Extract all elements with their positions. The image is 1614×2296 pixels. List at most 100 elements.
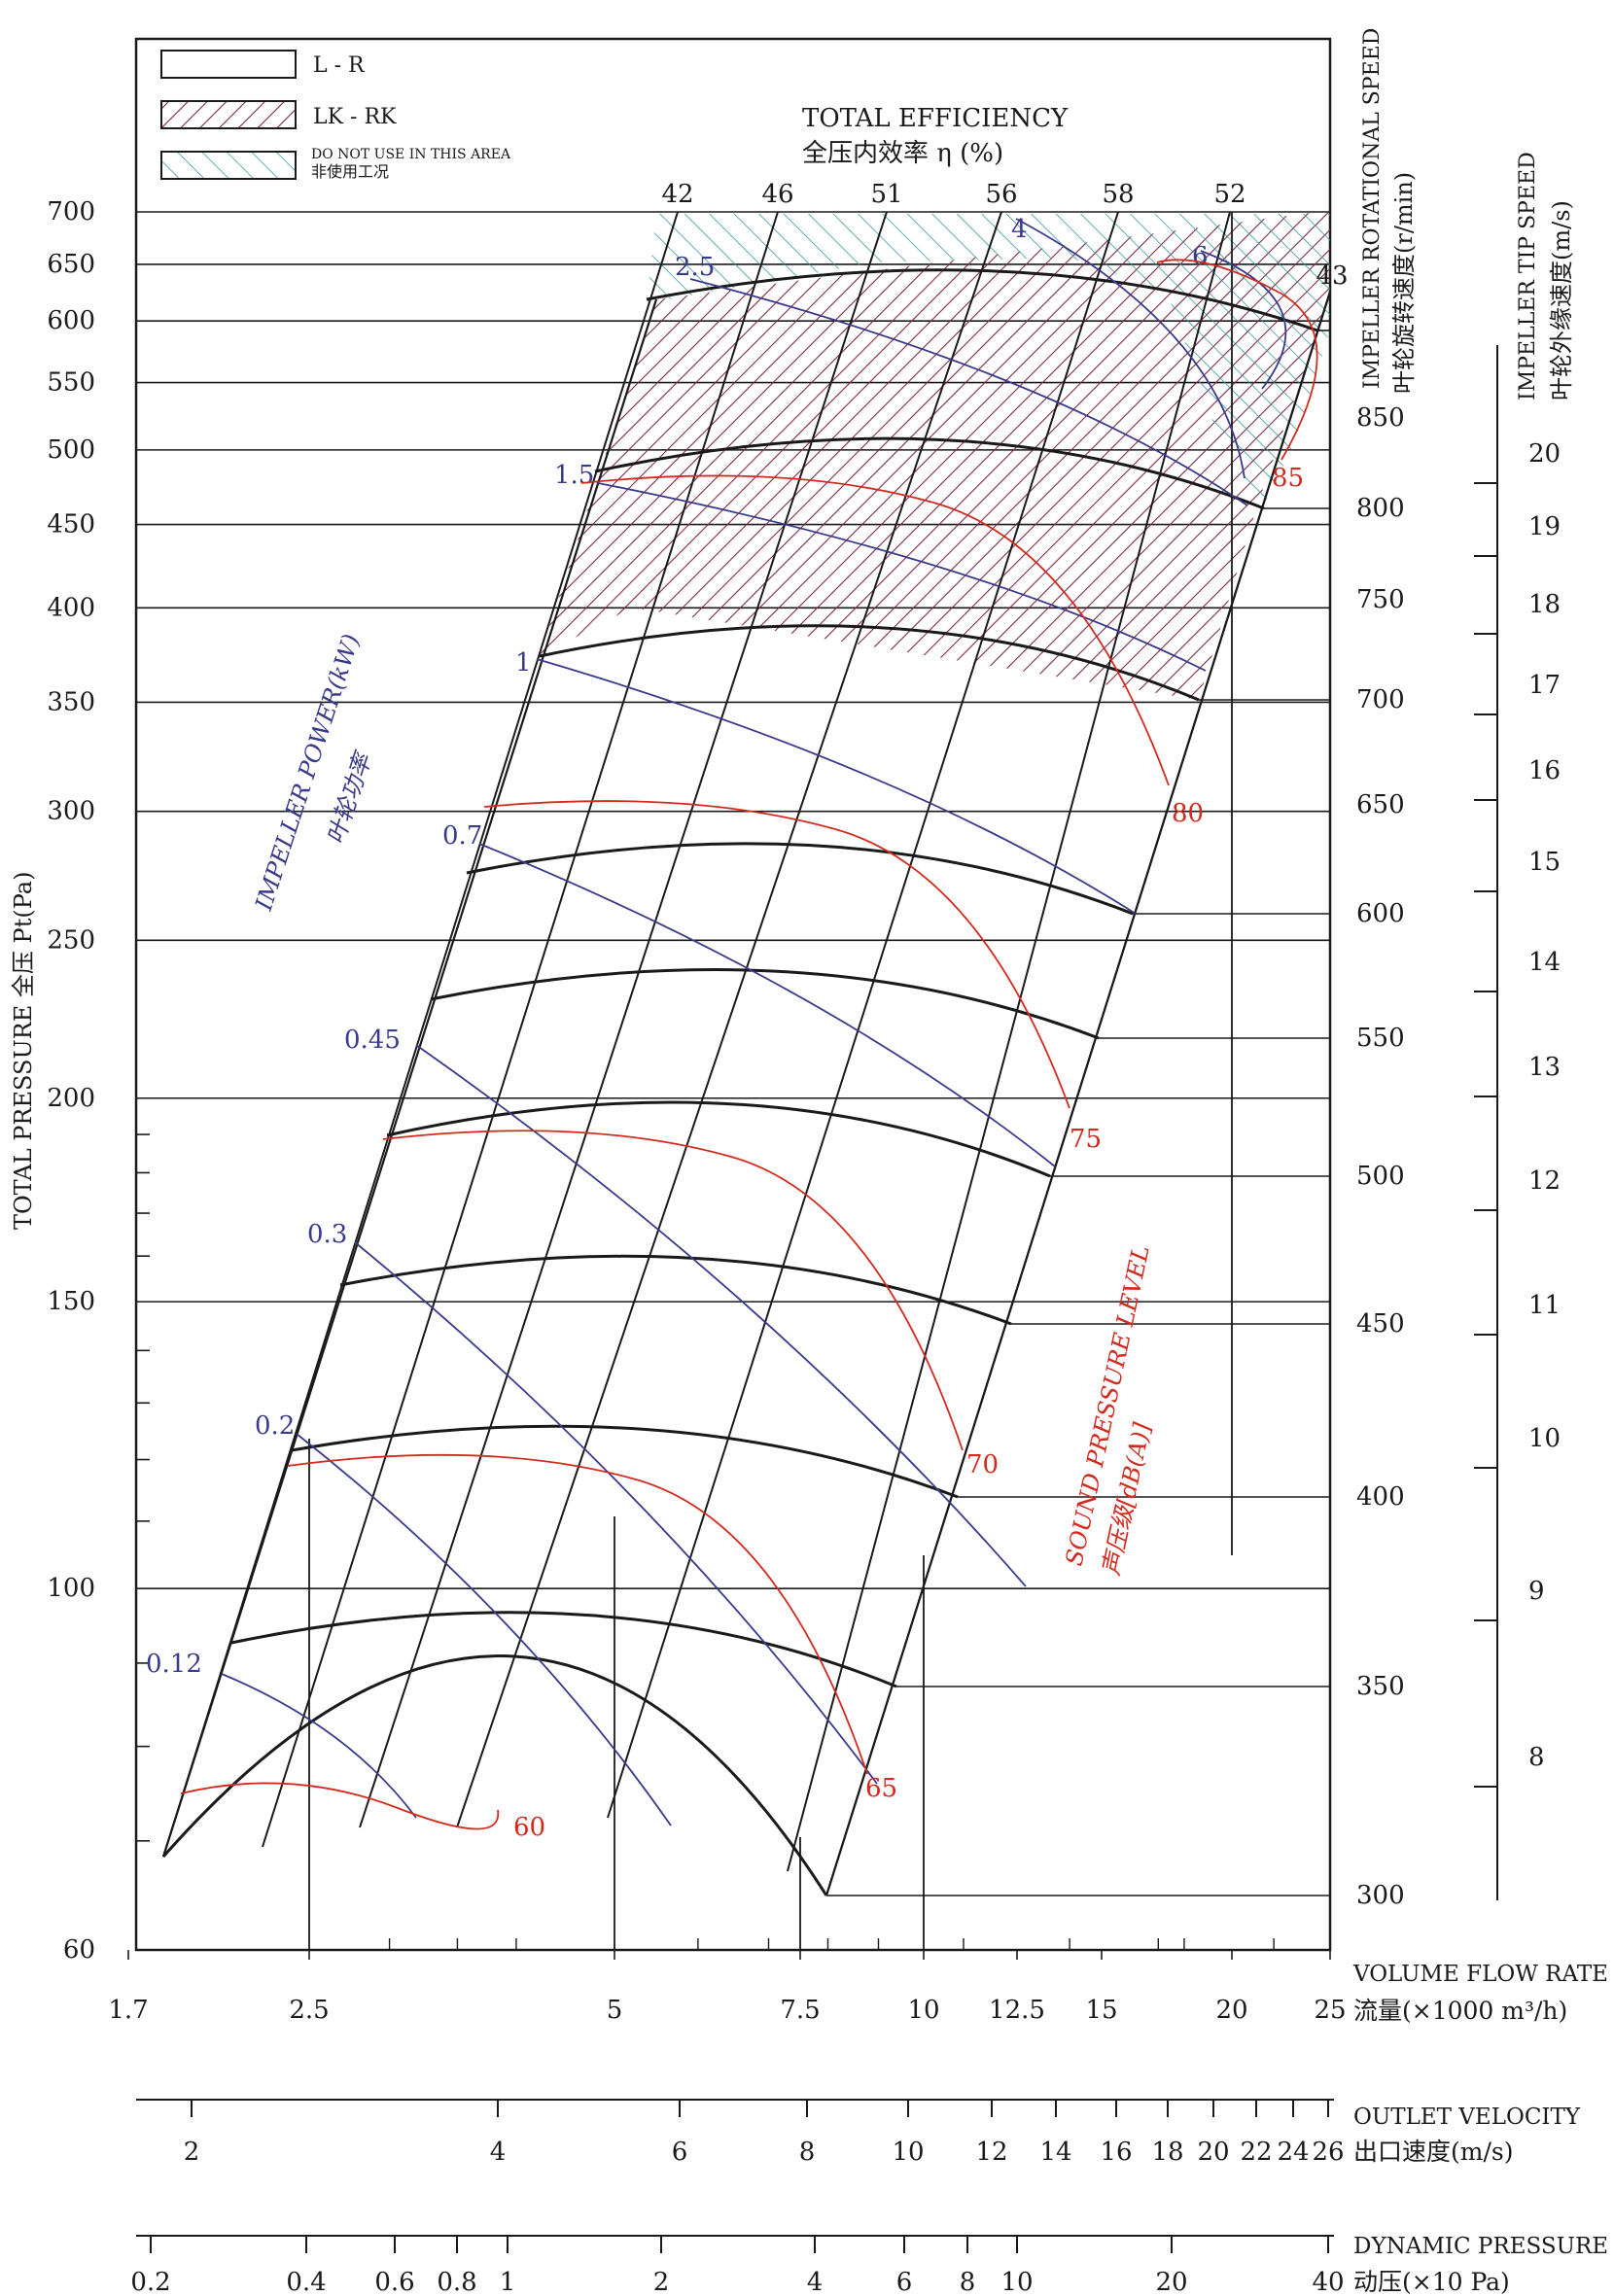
rpm-label: 300 [1356,1881,1405,1910]
y-tick-label: 550 [47,368,95,398]
sound-curves: 60 65 70 75 80 85 [180,259,1318,1842]
tip-axis-title-cn: 叶轮外缘速度(m/s) [1548,200,1575,400]
outlet-tick-label: 2 [184,2138,200,2167]
legend-swatch-hatch [160,100,297,129]
sound-curve-label: 70 [966,1450,999,1479]
power-curve [354,1241,878,1785]
y-tick-label: 100 [47,1574,95,1603]
y-tick-label: 300 [47,797,95,826]
rpm-axis-title-cn: 叶轮旋转速度(r/min) [1390,172,1418,394]
legend-swatch-plain [160,50,297,79]
power-curve [536,658,1137,915]
tip-label: 17 [1528,671,1561,700]
y-tick-label: 700 [47,197,95,226]
power-curve [478,843,1056,1167]
tip-speed-axis: 8 9 10 11 12 13 14 15 16 17 18 19 20 [1474,345,1561,1900]
efficiency-label: 51 [870,180,902,209]
outlet-tick-label: 22 [1240,2138,1272,2167]
rpm-label: 400 [1356,1482,1405,1512]
speed-curve [466,842,1134,916]
efficiency-label: 42 [661,180,693,209]
outlet-tick-label: 4 [490,2138,507,2167]
outlet-tick-label: 14 [1039,2138,1071,2167]
x-tick-label: 7.5 [780,1996,820,2025]
outlet-tick-label: 6 [672,2138,688,2167]
x-tick-label: 2.5 [289,1996,329,2025]
y-tick-label: 200 [47,1084,95,1113]
x-tick-labels: 1.7 2.5 5 7.5 10 12.5 15 20 25 [108,1938,1347,2025]
speed-curve [339,1254,1012,1326]
tip-label: 9 [1528,1577,1545,1606]
rpm-label: 550 [1356,1024,1405,1053]
outlet-tick-label: 8 [799,2138,816,2167]
outlet-axis-title-cn: 出口速度(m/s) [1353,2138,1513,2166]
speed-curves [161,268,1330,1896]
speed-curve [430,968,1100,1040]
efficiency-label: 43 [1316,261,1348,291]
power-curve [1200,250,1287,390]
sound-curve-label: 75 [1070,1125,1102,1154]
efficiency-label: 46 [761,180,793,209]
power-curve [689,278,1248,506]
rpm-label: 500 [1356,1162,1405,1191]
power-curve [1015,218,1246,479]
x-tick-label: 20 [1215,1996,1247,2025]
tip-label: 19 [1528,512,1561,541]
dyn-axis-title-cn: 动压(×10 Pa) [1353,2268,1510,2296]
sound-curve-label: 60 [513,1813,545,1842]
sound-curve [382,1130,964,1451]
power-curve-label: 0.45 [344,1026,401,1055]
rpm-axis-title: IMPELLER ROTATIONAL SPEED [1360,28,1385,389]
outlet-tick-label: 16 [1100,2138,1132,2167]
y-tick-labels: 60 100 150 200 250 300 350 400 450 500 550 600 650 70… [47,197,95,1965]
sound-curve-label: 65 [865,1774,897,1803]
rpm-label: 700 [1356,685,1405,714]
rpm-label: 600 [1356,899,1405,928]
tip-label: 10 [1528,1424,1561,1453]
outlet-tick-label: 26 [1312,2138,1344,2167]
speed-curve [161,1654,828,1896]
speed-curve [594,436,1265,510]
power-curve-label: 1 [515,648,532,678]
dyn-tick-label: 10 [1000,2268,1033,2296]
tip-label: 15 [1528,848,1561,877]
sound-curve [180,1782,500,1830]
tip-label: 13 [1528,1053,1561,1082]
rpm-label: 650 [1356,790,1405,819]
rpm-label: 450 [1356,1309,1405,1339]
x-tick-label: 10 [907,1996,939,2025]
x-tick-label: 25 [1314,1996,1346,2025]
outlet-tick-label: 18 [1151,2138,1183,2167]
legend: L - R LK - RK DO NOT USE IN THIS AREA 非使… [160,50,511,181]
dyn-tick-label: 0.8 [437,2268,476,2296]
dyn-tick-label: 8 [960,2268,976,2296]
dyn-axis-title: DYNAMIC PRESSURE [1353,2234,1608,2259]
power-curve [415,1044,1027,1587]
chart-title-cn: 全压内效率 η (%) [802,139,1003,168]
outlet-tick-label: 24 [1277,2138,1309,2167]
tip-label: 11 [1528,1291,1561,1320]
power-curves: 0.12 0.2 0.3 0.45 0.7 1 1.5 2.5 4 6 [146,215,1287,1826]
outlet-tick-label: 12 [975,2138,1007,2167]
left-boundary [161,298,658,1858]
y-tick-label: 150 [47,1287,95,1316]
dyn-tick-label: 20 [1155,2268,1187,2296]
efficiency-line [262,211,779,1848]
y-tick-label: 450 [47,510,95,539]
y-tick-label: 650 [47,250,95,279]
power-curve-label: 6 [1192,242,1209,271]
power-curve-label: 0.3 [307,1220,347,1249]
power-curve [221,1673,417,1819]
speed-curve [230,1611,897,1688]
speed-curve [386,1100,1051,1178]
power-curves-title-cn: 叶轮功率 [322,747,378,848]
legend-label-restricted: DO NOT USE IN THIS AREA [311,147,511,162]
tip-label: 16 [1528,756,1561,785]
x-tick-label: 1.7 [108,1996,148,2025]
outlet-axis-title: OUTLET VELOCITY [1353,2105,1581,2130]
dyn-tick-label: 1 [500,2268,516,2296]
y-tick-label: 60 [63,1935,95,1965]
x-tick-label: 5 [607,1996,623,2025]
speed-curve [646,268,1318,332]
